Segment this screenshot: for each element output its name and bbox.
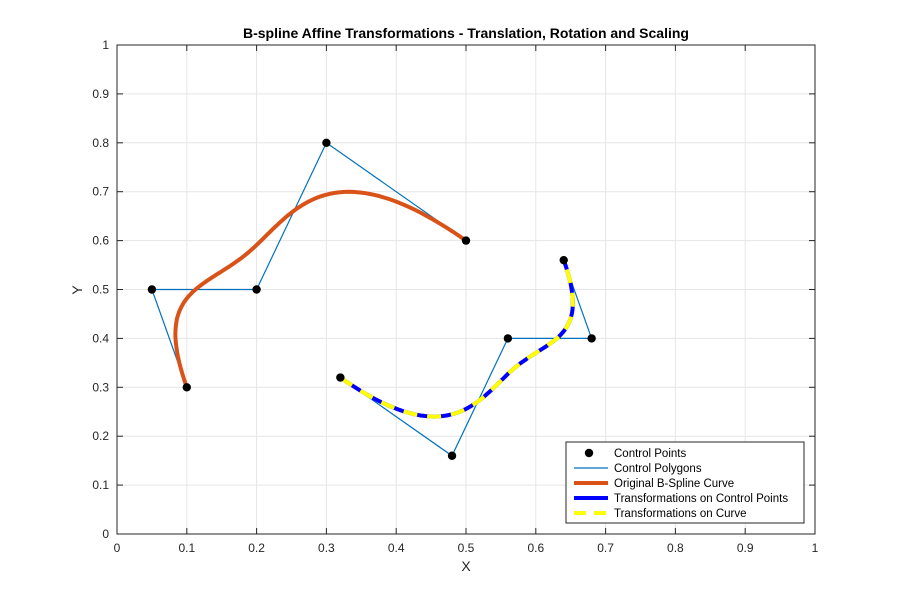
y-tick-label: 0.8	[92, 136, 109, 150]
control-point-marker	[252, 285, 261, 294]
x-tick-label: 1	[812, 541, 819, 555]
y-tick-label: 1	[102, 38, 109, 52]
ticks: 0 0.1 0.2 0.3 0.4 0.5 0.6 0.7 0.8 0.9 1 0 0.1 0.2 0.3 0…	[92, 38, 818, 555]
y-tick-label: 0.3	[92, 380, 109, 394]
legend-marker-control-points	[584, 448, 594, 458]
x-tick-label: 0.7	[597, 541, 614, 555]
control-point-marker	[559, 255, 568, 265]
control-point-marker	[336, 373, 345, 382]
y-tick-label: 0.7	[92, 185, 109, 199]
y-tick-label: 0.6	[92, 234, 109, 248]
y-tick-label: 0.9	[92, 87, 109, 101]
x-tick-label: 0.4	[388, 541, 405, 555]
legend-label: Transformations on Control Points	[614, 493, 788, 505]
control-point-marker	[182, 383, 191, 392]
legend-label: Transformations on Curve	[614, 508, 747, 520]
y-tick-label: 0.2	[92, 429, 109, 443]
original-bspline-curve	[173, 189, 468, 390]
legend-label: Control Points	[614, 448, 686, 460]
x-tick-label: 0.1	[178, 541, 195, 555]
y-tick-label: 0.4	[92, 331, 109, 345]
legend-label: Original B-Spline Curve	[614, 478, 734, 490]
transformed-curve-dashed	[339, 259, 575, 419]
y-tick-label: 0	[102, 527, 109, 541]
control-point-marker	[147, 285, 157, 294]
x-tick-label: 0.5	[458, 541, 475, 555]
chart-title: B-spline Affine Transformations - Transl…	[243, 25, 689, 41]
control-point-marker	[322, 138, 331, 147]
x-tick-label: 0.2	[248, 541, 265, 555]
y-tick-label: 0.1	[92, 478, 109, 492]
control-point-marker	[503, 334, 513, 343]
x-tick-label: 0	[114, 541, 121, 555]
legend: Control Points Control Polygons Original B…	[565, 441, 805, 524]
plot-layer	[147, 138, 596, 460]
x-tick-label: 0.3	[318, 541, 335, 555]
control-point-marker	[447, 451, 457, 460]
x-tick-label: 0.8	[667, 541, 684, 555]
control-point-marker	[461, 236, 471, 245]
x-axis-label: X	[461, 558, 471, 574]
y-tick-label: 0.5	[92, 283, 109, 297]
x-tick-label: 0.9	[737, 541, 754, 555]
x-tick-label: 0.6	[527, 541, 544, 555]
legend-label: Control Polygons	[614, 463, 702, 475]
y-axis-label: Y	[69, 285, 85, 295]
control-point-marker	[587, 334, 596, 343]
